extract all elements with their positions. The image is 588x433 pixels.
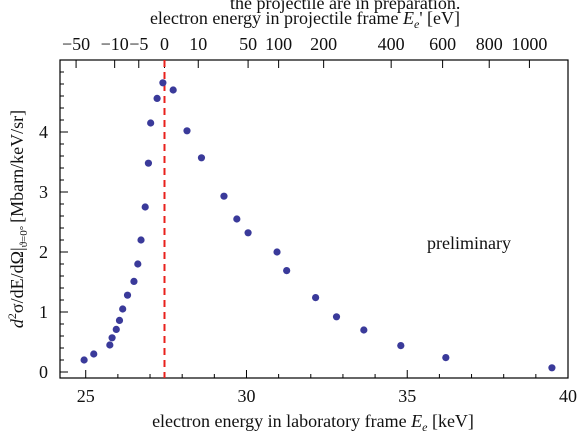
data-point [548, 364, 556, 372]
data-point [233, 215, 241, 223]
data-point [144, 159, 153, 167]
y-axis-title: d2σ/dE/dΩ|ϑ=0°[Mbarn/keV/sr] [5, 110, 30, 328]
top-tick-label: −10 [101, 34, 129, 54]
data-point [141, 203, 149, 211]
data-point [137, 236, 145, 244]
data-point [115, 316, 124, 324]
top-tick-label: 400 [378, 34, 405, 54]
top-tick-label: 600 [429, 34, 456, 54]
data-point [397, 342, 405, 350]
y-tick-label: 4 [39, 122, 48, 142]
data-point [360, 326, 368, 334]
data-point [220, 192, 228, 200]
data-point [106, 341, 114, 349]
top-axis-title: electron energy in projectile frame Ee' … [150, 8, 460, 31]
x-tick-label: 35 [398, 386, 416, 406]
data-point [169, 86, 177, 94]
top-tick-label: 10 [189, 34, 207, 54]
data-point [273, 248, 281, 256]
top-tick-label: −5 [129, 34, 148, 54]
data-point [119, 305, 127, 313]
data-point [134, 260, 142, 268]
top-tick-label: 800 [476, 34, 503, 54]
x-axis-ticks: 25 30 35 40 [77, 370, 577, 406]
plot-frame [59, 59, 569, 379]
top-tick-label: 1000 [511, 34, 547, 54]
data-point [90, 350, 98, 358]
data-point [197, 154, 206, 162]
data-point [283, 267, 291, 275]
y-tick-label: 1 [39, 302, 48, 322]
data-point [312, 294, 320, 302]
y-axis-ticks: 0 1 2 3 4 [39, 71, 68, 382]
data-point [147, 119, 155, 127]
x-tick-label: 40 [559, 386, 577, 406]
x-tick-label: 30 [237, 386, 255, 406]
data-point [244, 229, 252, 237]
top-tick-label: 100 [265, 34, 292, 54]
data-point [332, 313, 341, 321]
top-tick-label: 0 [160, 34, 169, 54]
y-tick-label: 0 [39, 362, 48, 382]
data-point [442, 354, 450, 362]
data-point [112, 325, 120, 333]
x-axis-title: electron energy in laboratory frame Ee [… [152, 411, 474, 433]
data-point [130, 277, 138, 285]
data-point [123, 291, 132, 299]
top-tick-label: 200 [310, 34, 337, 54]
x-tick-label: 25 [77, 386, 95, 406]
header-fragment: the projectile are in preparation. [230, 0, 460, 13]
top-tick-label: 50 [239, 34, 257, 54]
data-points [80, 79, 556, 372]
data-point [153, 94, 161, 102]
y-tick-label: 2 [39, 242, 48, 262]
annotation-preliminary: preliminary [427, 233, 511, 253]
data-point [183, 127, 191, 135]
data-point [108, 334, 116, 342]
data-point [159, 79, 167, 87]
top-tick-label: −50 [62, 34, 90, 54]
y-tick-label: 3 [39, 182, 48, 202]
data-point [80, 356, 88, 364]
top-axis-ticks: −50 −10 −5 0 10 50 100 200 400 600 800 1000 [62, 34, 547, 68]
